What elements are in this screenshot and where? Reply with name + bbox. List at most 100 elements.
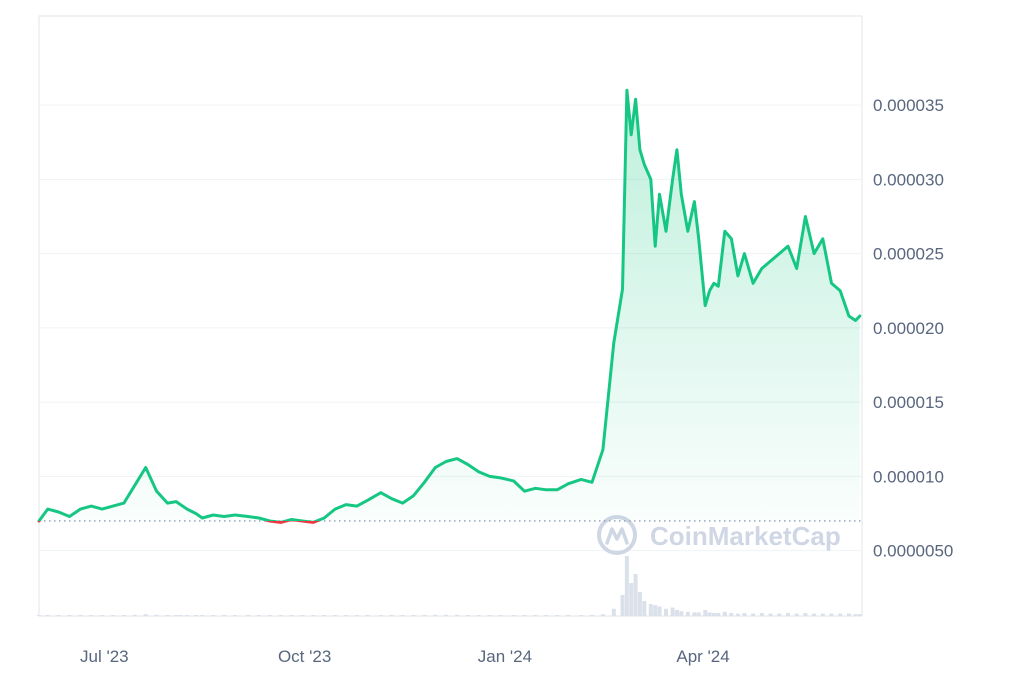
volume-bar	[696, 612, 701, 616]
volume-bar	[716, 613, 721, 616]
volume-bar	[679, 611, 684, 616]
volume-bar	[670, 607, 675, 616]
volume-bar	[333, 615, 338, 616]
volume-bar	[37, 615, 41, 616]
x-tick-label: Oct '23	[278, 647, 331, 666]
volume-bar	[555, 615, 560, 616]
volume-bar	[511, 615, 516, 616]
volume-bar	[735, 613, 740, 616]
volume-bar	[768, 613, 773, 616]
volume-bar	[711, 613, 716, 616]
volume-bar	[777, 613, 782, 616]
volume-bar	[476, 615, 481, 616]
volume-bars	[37, 556, 862, 616]
volume-bar	[857, 614, 862, 616]
x-tick-label: Jan '24	[478, 647, 532, 666]
volume-bar	[311, 615, 316, 616]
watermark-text: CoinMarketCap	[650, 521, 841, 551]
volume-bar	[193, 615, 198, 616]
volume-bar	[78, 615, 83, 616]
volume-bar	[633, 574, 638, 616]
volume-bar	[67, 615, 72, 616]
volume-bar	[154, 614, 159, 616]
volume-bar	[100, 615, 105, 616]
volume-bar	[378, 615, 383, 616]
volume-bar	[703, 610, 708, 616]
volume-bar	[400, 615, 405, 616]
volume-bar	[256, 615, 261, 616]
volume-bar	[200, 615, 205, 616]
volume-bar	[343, 615, 348, 616]
volume-bar	[211, 615, 216, 616]
volume-bar	[455, 614, 460, 616]
volume-bar	[132, 614, 137, 616]
volume-bar	[89, 615, 94, 616]
coinmarketcap-logo-icon	[597, 515, 637, 555]
volume-bar	[289, 615, 294, 616]
volume-bar	[648, 604, 653, 616]
volume-bar	[174, 615, 179, 616]
volume-bar	[664, 608, 669, 616]
volume-bar	[566, 615, 571, 616]
volume-bar	[354, 615, 359, 616]
volume-bar	[121, 615, 126, 616]
volume-bar	[165, 615, 170, 616]
volume-bar	[444, 614, 449, 616]
x-tick-label: Apr '24	[676, 647, 729, 666]
y-tick-label: 0.000025	[873, 245, 944, 264]
volume-bar	[246, 615, 251, 616]
volume-bar	[579, 615, 584, 616]
x-axis: Jul '23 Oct '23 Jan '24 Apr '24	[80, 647, 730, 666]
volume-bar	[422, 615, 427, 616]
volume-bar	[820, 613, 825, 616]
volume-bar	[611, 608, 616, 616]
volume-bar	[812, 613, 817, 616]
volume-bar	[742, 613, 747, 616]
volume-bar	[222, 615, 227, 616]
volume-bar	[232, 615, 237, 616]
volume-bar	[637, 592, 642, 616]
volume-bar	[111, 615, 116, 616]
volume-bar	[624, 556, 629, 616]
volume-bar	[751, 613, 756, 616]
volume-bar	[685, 611, 690, 616]
volume-bar	[465, 615, 470, 616]
volume-bar	[674, 610, 679, 616]
volume-bar	[300, 615, 305, 616]
volume-bar	[487, 615, 492, 616]
volume-bar	[629, 583, 634, 616]
price-line-up	[37, 88, 862, 521]
volume-bar	[522, 615, 527, 616]
volume-bar	[389, 615, 394, 616]
volume-bar	[729, 613, 734, 616]
volume-bar	[707, 612, 712, 616]
volume-bar	[411, 615, 416, 616]
volume-bar	[829, 613, 834, 616]
volume-bar	[653, 605, 658, 616]
volume-bar	[803, 613, 808, 616]
volume-bar	[433, 614, 438, 616]
volume-bar	[590, 615, 595, 616]
x-tick-label: Jul '23	[80, 647, 129, 666]
y-tick-label: 0.000020	[873, 319, 944, 338]
volume-bar	[692, 612, 697, 616]
volume-bar	[278, 615, 283, 616]
volume-bar	[722, 611, 727, 616]
volume-bar	[759, 613, 764, 616]
volume-bar	[846, 613, 851, 616]
volume-bar	[642, 601, 647, 616]
volume-bar	[600, 614, 605, 616]
volume-bar	[657, 606, 662, 616]
volume-bar	[620, 595, 625, 616]
volume-bar	[498, 615, 503, 616]
volume-bar	[56, 615, 61, 616]
y-tick-label: 0.000030	[873, 170, 944, 189]
price-area-fill	[39, 90, 860, 523]
volume-bar	[785, 613, 790, 616]
y-tick-label: 0.0000050	[873, 542, 953, 561]
volume-bar	[185, 615, 190, 616]
y-tick-label: 0.000015	[873, 393, 944, 412]
watermark: CoinMarketCap	[597, 515, 841, 555]
volume-bar	[178, 615, 183, 616]
